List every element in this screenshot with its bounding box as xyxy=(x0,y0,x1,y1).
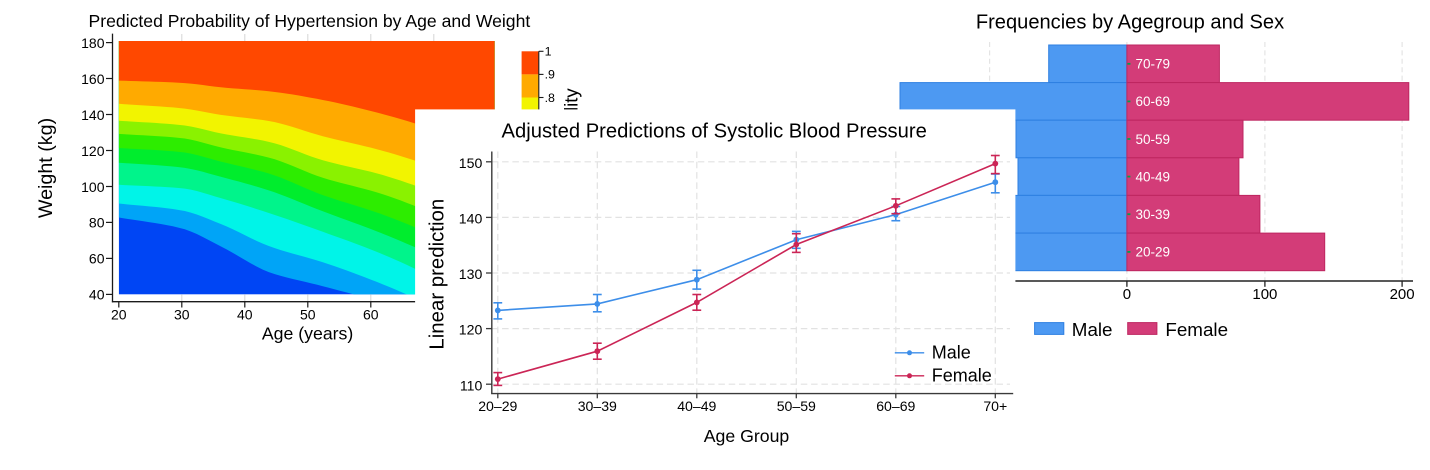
svg-text:60-69: 60-69 xyxy=(1136,94,1171,109)
svg-text:20–29: 20–29 xyxy=(478,398,517,414)
svg-text:150: 150 xyxy=(459,155,483,171)
svg-text:100: 100 xyxy=(81,179,105,195)
svg-text:20-29: 20-29 xyxy=(1136,245,1171,260)
svg-text:Linear prediction: Linear prediction xyxy=(426,199,448,350)
svg-text:60: 60 xyxy=(363,307,379,323)
svg-text:Age (years): Age (years) xyxy=(262,324,353,344)
svg-text:Male: Male xyxy=(1072,319,1113,340)
svg-text:60: 60 xyxy=(89,251,105,267)
svg-text:80: 80 xyxy=(89,215,105,231)
svg-text:70+: 70+ xyxy=(983,398,1007,414)
svg-text:60–69: 60–69 xyxy=(876,398,915,414)
svg-text:.9: .9 xyxy=(545,68,555,82)
svg-text:140: 140 xyxy=(81,107,105,123)
svg-text:Predicted Probability of Hyper: Predicted Probability of Hypertension by… xyxy=(89,11,531,31)
svg-text:Weight (kg): Weight (kg) xyxy=(35,118,57,218)
svg-text:70-79: 70-79 xyxy=(1136,57,1171,72)
svg-text:30: 30 xyxy=(174,307,190,323)
svg-text:30–39: 30–39 xyxy=(578,398,617,414)
svg-text:180: 180 xyxy=(81,35,105,51)
svg-text:40: 40 xyxy=(89,287,105,303)
svg-text:130: 130 xyxy=(459,266,483,282)
svg-text:110: 110 xyxy=(460,377,483,393)
svg-text:160: 160 xyxy=(81,71,105,87)
svg-text:Female: Female xyxy=(932,365,992,385)
svg-text:40-49: 40-49 xyxy=(1136,169,1171,184)
svg-text:.8: .8 xyxy=(545,91,555,105)
svg-text:120: 120 xyxy=(459,322,483,338)
svg-text:Age Group: Age Group xyxy=(704,426,790,446)
svg-text:120: 120 xyxy=(81,143,105,159)
svg-text:50-59: 50-59 xyxy=(1136,132,1171,147)
svg-text:Adjusted Predictions of Systol: Adjusted Predictions of Systolic Blood P… xyxy=(502,121,927,143)
svg-text:Female: Female xyxy=(1165,319,1228,340)
svg-text:1: 1 xyxy=(545,45,552,59)
svg-text:Male: Male xyxy=(932,342,971,362)
svg-text:140: 140 xyxy=(459,211,483,227)
svg-text:Frequencies by Agegroup and Se: Frequencies by Agegroup and Sex xyxy=(976,11,1284,33)
svg-text:50: 50 xyxy=(300,307,316,323)
svg-text:30-39: 30-39 xyxy=(1136,207,1171,222)
svg-text:40: 40 xyxy=(237,307,253,323)
svg-text:100: 100 xyxy=(1252,286,1277,303)
svg-text:50–59: 50–59 xyxy=(777,398,816,414)
svg-text:200: 200 xyxy=(1390,286,1415,303)
svg-text:20: 20 xyxy=(111,307,127,323)
svg-text:40–49: 40–49 xyxy=(677,398,716,414)
svg-text:0: 0 xyxy=(1123,286,1131,303)
